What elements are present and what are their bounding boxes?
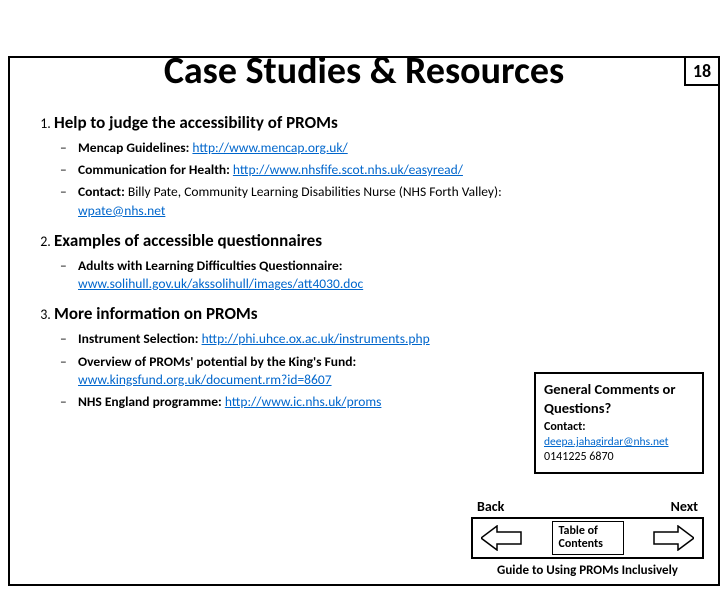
nav-controls-row: Table of Contents [471,517,704,559]
comments-email-link[interactable]: deepa.jahagirdar@nhs.net [544,435,694,450]
guide-label: Guide to Using PROMs Inclusively [471,563,704,578]
item-label: Instrument Selection: [78,330,199,347]
list-item: Adults with Learning Difficulties Questi… [78,257,706,293]
list-item: Instrument Selection: http://phi.uhce.ox… [78,330,706,348]
link[interactable]: http://www.mencap.org.uk/ [192,139,347,156]
comments-phone: 0141225 6870 [544,450,694,466]
link[interactable]: http://www.nhsfife.scot.nhs.uk/easyread/ [233,161,463,178]
list-item: Contact: Billy Pate, Community Learning … [78,183,706,219]
item-label: NHS England programme: [78,393,222,410]
bullet-list: Adults with Learning Difficulties Questi… [54,257,706,293]
link[interactable]: http://www.ic.nhs.uk/proms [225,393,382,410]
comments-title: General Comments or Questions? [544,380,694,418]
link[interactable]: wpate@nhs.net [78,202,165,219]
page-number: 18 [693,60,711,82]
list-item: Mencap Guidelines: http://www.mencap.org… [78,139,706,157]
content-area: Help to judge the accessibility of PROMs… [0,112,728,411]
item-label: Overview of PROMs' potential by the King… [78,353,356,370]
back-arrow-icon[interactable] [481,525,523,551]
item-label: Adults with Learning Difficulties Questi… [78,257,343,274]
comments-box: General Comments or Questions? Contact: … [534,372,704,474]
link[interactable]: www.solihull.gov.uk/akssolihull/images/a… [78,275,363,292]
item-label: Contact: [78,183,125,200]
nav-labels-row: Back Next [471,498,704,515]
comments-contact-label: Contact: [544,420,694,436]
next-arrow-icon[interactable] [652,525,694,551]
nav-panel: Back Next Table of Contents Guide to Usi… [471,498,704,578]
section-list: Help to judge the accessibility of PROMs… [28,112,706,411]
item-label: Mencap Guidelines: [78,139,189,156]
item-label: Communication for Health: [78,161,230,178]
item-text: Billy Pate, Community Learning Disabilit… [125,183,502,200]
link[interactable]: www.kingsfund.org.uk/document.rm?id=8607 [78,371,332,388]
toc-button[interactable]: Table of Contents [552,521,624,555]
list-item: Communication for Health: http://www.nhs… [78,161,706,179]
back-label: Back [477,498,504,515]
page-number-box: 18 [684,56,720,86]
next-label: Next [671,498,698,515]
link[interactable]: http://phi.uhce.ox.ac.uk/instruments.php [202,330,430,347]
